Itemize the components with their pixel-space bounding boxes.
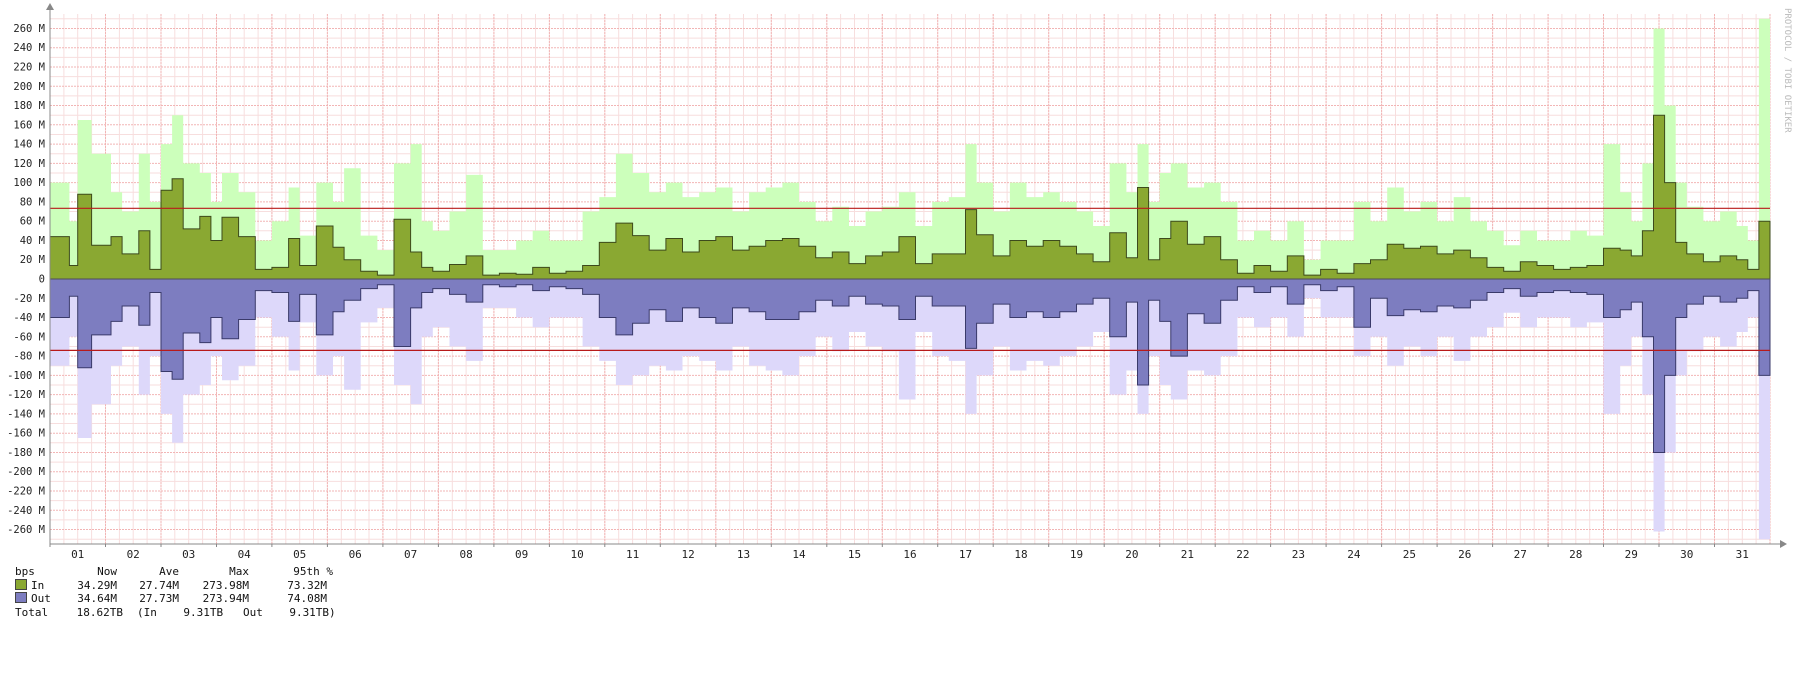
x-tick-label: 31 bbox=[1736, 548, 1749, 560]
legend-out-p95: 74.08M bbox=[287, 592, 327, 605]
legend-out-max: 273.94M bbox=[202, 592, 249, 605]
y-tick-label: 0 bbox=[39, 274, 45, 286]
x-tick-label: 22 bbox=[1236, 548, 1249, 560]
y-tick-label: -80 M bbox=[13, 351, 45, 363]
x-tick-label: 23 bbox=[1292, 548, 1305, 560]
percentile-lines bbox=[50, 207, 1770, 351]
legend-header-now: Now bbox=[97, 565, 117, 578]
y-tick-label: 20 M bbox=[20, 254, 45, 266]
legend-row-out: Out 34.64M 27.73M 273.94M 74.08M bbox=[15, 592, 327, 606]
x-tick-label: 05 bbox=[293, 548, 306, 560]
x-tick-label: 12 bbox=[681, 548, 694, 560]
x-tick-label: 14 bbox=[792, 548, 806, 560]
series-in-max-area bbox=[50, 18, 1770, 280]
x-tick-label: 18 bbox=[1014, 548, 1027, 560]
series-out-max-area bbox=[50, 279, 1770, 540]
y-tick-label: 200 M bbox=[13, 81, 45, 93]
x-tick-label: 01 bbox=[71, 548, 84, 560]
series-out-avg-area bbox=[49, 278, 1771, 453]
y-tick-label: 140 M bbox=[13, 139, 45, 151]
legend-row-in: In 34.29M 27.74M 273.98M 73.32M bbox=[15, 578, 327, 593]
x-tick-label: 16 bbox=[903, 548, 916, 560]
x-tick-label: 24 bbox=[1347, 548, 1361, 560]
legend-in-p95: 73.32M bbox=[287, 578, 327, 592]
legend-swatch-in bbox=[15, 578, 27, 590]
series-in-avg-area bbox=[49, 114, 1771, 280]
x-tick-label: 17 bbox=[959, 548, 972, 560]
x-tick-label: 25 bbox=[1403, 548, 1416, 560]
y-tick-label: 220 M bbox=[13, 62, 45, 74]
legend-in-max: 273.98M bbox=[202, 578, 249, 592]
legend-name-out: Out bbox=[31, 592, 51, 605]
x-tick-label: 06 bbox=[349, 548, 362, 560]
y-tick-label: -160 M bbox=[7, 428, 45, 440]
y-tick-label: 120 M bbox=[13, 158, 45, 170]
y-tick-label: 60 M bbox=[20, 216, 45, 228]
y-tick-label: -180 M bbox=[7, 447, 45, 459]
legend-in-now: 34.29M bbox=[77, 578, 117, 592]
legend-header-max: Max bbox=[229, 565, 249, 578]
y-tick-label: 240 M bbox=[13, 42, 45, 54]
x-tick-labels: 01 02 03 04 05 06 07 08 09 10 11 12 13 14 15 16 17 18 19 20… bbox=[49, 544, 1749, 560]
y-tick-label: 100 M bbox=[13, 177, 45, 189]
legend-total-label: Total bbox=[15, 605, 49, 619]
y-tick-label: -240 M bbox=[7, 505, 45, 517]
x-tick-label: 13 bbox=[737, 548, 750, 560]
legend-out-ave: 27.73M bbox=[139, 592, 179, 605]
x-tick-label: 03 bbox=[182, 548, 195, 560]
legend-header-p95: 95th % bbox=[293, 565, 333, 578]
watermark: PROTOCOL / TOBI OETIKER bbox=[1782, 8, 1792, 133]
y-tick-label: 180 M bbox=[13, 100, 45, 112]
y-tick-label: -140 M bbox=[7, 408, 45, 420]
x-tick-label: 19 bbox=[1070, 548, 1083, 560]
legend-header-ave: Ave bbox=[159, 565, 179, 578]
x-tick-label: 29 bbox=[1625, 548, 1638, 560]
legend-total-row: Total 18.62TB (In 9.31TB Out 9.31TB) bbox=[15, 606, 336, 620]
x-tick-label: 10 bbox=[570, 548, 583, 560]
legend-header-row: bps Now Ave Max 95th % bbox=[15, 565, 333, 579]
legend: bps Now Ave Max 95th % In 34.29M 27.74M … bbox=[15, 565, 336, 620]
y-tick-label: -260 M bbox=[7, 524, 45, 536]
axes bbox=[46, 3, 1787, 548]
y-tick-label: -100 M bbox=[7, 370, 45, 382]
x-tick-label: 27 bbox=[1514, 548, 1527, 560]
legend-swatch-out bbox=[15, 592, 27, 603]
x-tick-label: 04 bbox=[238, 548, 252, 560]
y-tick-label: 260 M bbox=[13, 23, 45, 35]
y-tick-label: -20 M bbox=[13, 293, 45, 305]
x-tick-label: 11 bbox=[626, 548, 639, 560]
legend-total-breakdown: (In 9.31TB Out 9.31TB) bbox=[137, 605, 336, 619]
x-axis-arrow bbox=[1780, 540, 1787, 548]
x-tick-label: 21 bbox=[1181, 548, 1194, 560]
x-tick-label: 30 bbox=[1680, 548, 1693, 560]
y-tick-label: 160 M bbox=[13, 119, 45, 131]
y-tick-label: -220 M bbox=[7, 486, 45, 498]
x-tick-label: 09 bbox=[515, 548, 528, 560]
legend-unit: bps bbox=[15, 565, 35, 578]
x-tick-label: 02 bbox=[127, 548, 140, 560]
x-tick-label: 07 bbox=[404, 548, 417, 560]
legend-out-now: 34.64M bbox=[77, 592, 117, 605]
y-tick-label: -120 M bbox=[7, 389, 45, 401]
x-tick-label: 15 bbox=[848, 548, 861, 560]
x-tick-label: 28 bbox=[1569, 548, 1582, 560]
legend-total-value: 18.62TB bbox=[76, 605, 123, 619]
series-areas bbox=[49, 18, 1771, 540]
x-tick-label: 08 bbox=[459, 548, 472, 560]
y-tick-label: 80 M bbox=[20, 196, 45, 208]
y-axis-arrow bbox=[46, 3, 54, 10]
traffic-chart: 260 M 240 M 220 M 200 M 180 M 160 M 140 M 120 M… bbox=[7, 3, 1792, 560]
legend-name-in: In bbox=[31, 578, 45, 592]
y-tick-label: -40 M bbox=[13, 312, 45, 324]
y-tick-label: -200 M bbox=[7, 466, 45, 478]
x-tick-label: 26 bbox=[1458, 548, 1471, 560]
y-tick-label: -60 M bbox=[13, 331, 45, 343]
y-tick-labels: 260 M 240 M 220 M 200 M 180 M 160 M 140 M 120 M… bbox=[7, 23, 45, 536]
legend-in-ave: 27.74M bbox=[139, 578, 179, 592]
y-tick-label: 40 M bbox=[20, 235, 45, 247]
x-tick-label: 20 bbox=[1125, 548, 1138, 560]
